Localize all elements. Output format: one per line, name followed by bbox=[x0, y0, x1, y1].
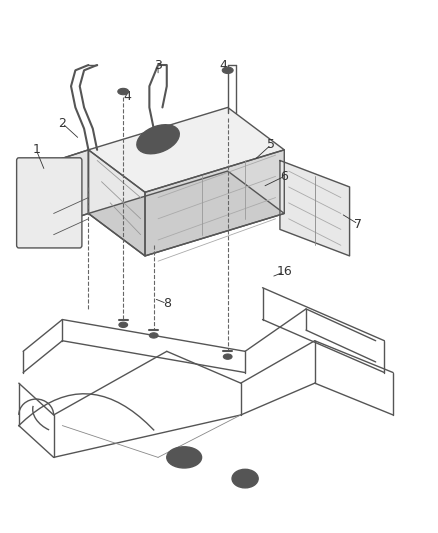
Text: 2: 2 bbox=[58, 117, 66, 130]
Ellipse shape bbox=[143, 129, 173, 149]
Polygon shape bbox=[88, 150, 145, 256]
Polygon shape bbox=[280, 160, 350, 256]
Ellipse shape bbox=[149, 333, 158, 338]
Polygon shape bbox=[88, 108, 284, 192]
FancyBboxPatch shape bbox=[17, 158, 82, 248]
Ellipse shape bbox=[223, 354, 232, 359]
Polygon shape bbox=[88, 171, 284, 256]
Ellipse shape bbox=[224, 68, 231, 72]
Ellipse shape bbox=[173, 451, 195, 464]
Text: 3: 3 bbox=[154, 59, 162, 71]
Text: 7: 7 bbox=[354, 217, 362, 231]
Text: 6: 6 bbox=[280, 170, 288, 183]
Polygon shape bbox=[23, 150, 88, 235]
Ellipse shape bbox=[232, 470, 258, 488]
Text: 5: 5 bbox=[267, 138, 275, 151]
Text: 8: 8 bbox=[163, 297, 171, 310]
Polygon shape bbox=[145, 150, 284, 256]
Text: 4: 4 bbox=[124, 90, 131, 103]
Ellipse shape bbox=[167, 447, 201, 468]
Polygon shape bbox=[23, 150, 88, 235]
Text: 16: 16 bbox=[276, 265, 292, 278]
Ellipse shape bbox=[222, 67, 233, 74]
Ellipse shape bbox=[118, 88, 129, 95]
Ellipse shape bbox=[137, 125, 179, 154]
Ellipse shape bbox=[120, 90, 127, 93]
Text: 1: 1 bbox=[32, 143, 40, 156]
Text: 4: 4 bbox=[219, 59, 227, 71]
Ellipse shape bbox=[119, 322, 127, 327]
